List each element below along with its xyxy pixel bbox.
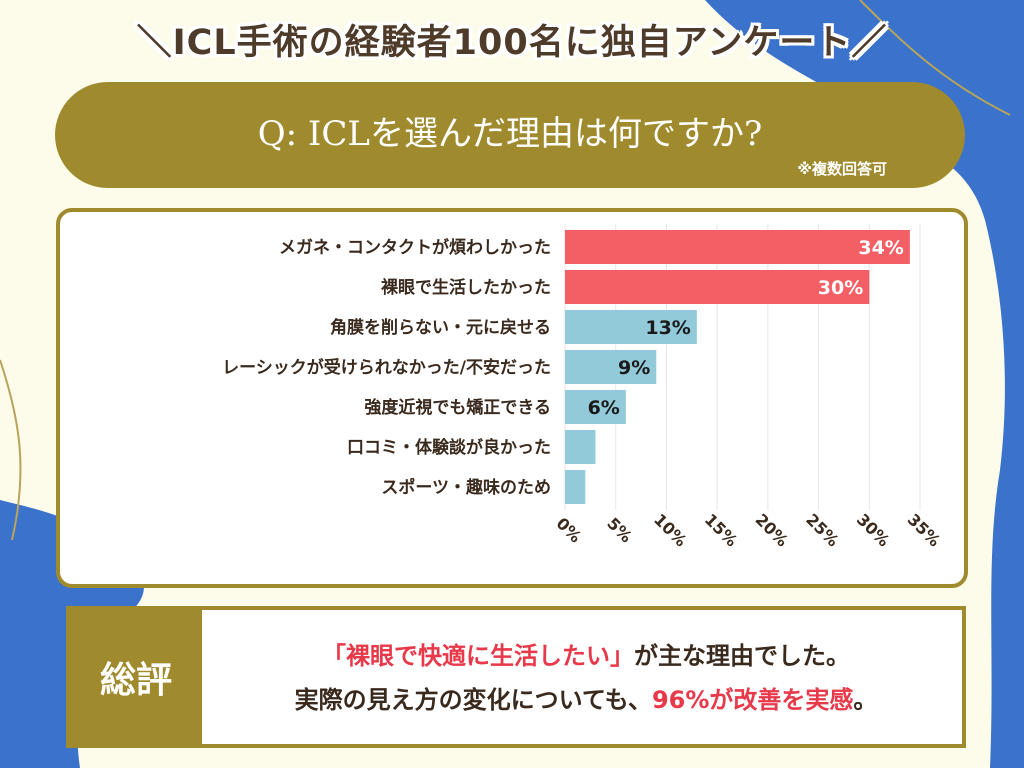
category-label: メガネ・コンタクトが煩わしかった: [279, 237, 551, 258]
bar: [565, 310, 697, 344]
category-label: スポーツ・趣味のため: [381, 477, 551, 498]
question-banner: Q: ICLを選んだ理由は何ですか? ※複数回答可: [55, 82, 965, 188]
bar-chart: 0% 5% 10% 15% 20% 25% 30% 35%メガネ・コンタクトが煩わしかった 34…: [222, 224, 945, 551]
headline: ＼ICL手術の経験者100名に独自アンケート／: [136, 23, 888, 63]
multiple-answers-note: ※複数回答可: [797, 160, 887, 178]
summary-line-2-pre: 実際の見え方の変化についても、: [294, 686, 652, 714]
x-tick-label: 0%: [553, 514, 586, 547]
x-tick-label: 5%: [603, 514, 636, 547]
x-tick-label: 35%: [904, 510, 945, 551]
summary-quote: 「裸眼で快適に生活したい」: [322, 642, 634, 670]
summary-box: 総評 「裸眼で快適に生活したい」が主な理由でした。 実際の見え方の変化についても…: [66, 606, 966, 748]
x-tick-label: 15%: [701, 510, 742, 551]
category-label: 口コミ・体験談が良かった: [347, 437, 551, 458]
data-label: 6%: [588, 397, 620, 419]
bar: [565, 430, 596, 464]
category-label: 強度近視でも矯正できる: [364, 397, 551, 418]
bar: [565, 470, 586, 504]
summary-line-1-rest: が主な理由でした。: [634, 642, 850, 670]
bar: [565, 270, 870, 304]
data-label: 30%: [818, 277, 863, 299]
x-tick-label: 20%: [751, 510, 792, 551]
bar: [565, 230, 910, 264]
gold-line-left: [0, 359, 22, 541]
summary-text: 「裸眼で快適に生活したい」が主な理由でした。 実際の見え方の変化についても、96…: [218, 634, 954, 722]
summary-line-1: 「裸眼で快適に生活したい」が主な理由でした。: [218, 634, 954, 678]
x-tick-label: 30%: [853, 510, 894, 551]
category-label: 裸眼で生活したかった: [381, 277, 551, 298]
category-label: レーシックが受けられなかった/不安だった: [222, 357, 551, 378]
bar: [565, 350, 657, 384]
summary-highlight: 96%が改善を実感: [651, 686, 854, 714]
data-label: 13%: [645, 317, 690, 339]
data-label: 9%: [618, 357, 650, 379]
summary-line-2: 実際の見え方の変化についても、96%が改善を実感。: [218, 678, 954, 722]
summary-label: 総評: [70, 610, 202, 744]
x-tick-label: 10%: [650, 510, 691, 551]
chart-panel: 0% 5% 10% 15% 20% 25% 30% 35% メガネ・コンタクトが煩わしかった 34…: [56, 208, 968, 588]
bar: [565, 390, 626, 424]
question-text: Q: ICLを選んだ理由は何ですか?: [257, 114, 763, 154]
gold-line-top: [859, 0, 1011, 116]
category-label: 角膜を削らない・元に戻せる: [330, 317, 551, 338]
blue-blob-top-right: [705, 0, 1024, 768]
data-label: 34%: [858, 237, 903, 259]
x-tick-label: 25%: [802, 510, 843, 551]
summary-line-2-post: 。: [853, 686, 878, 714]
